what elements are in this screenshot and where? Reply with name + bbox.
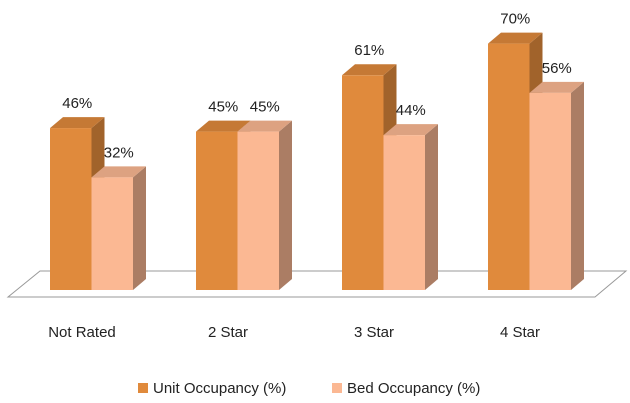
bar-side	[279, 120, 292, 290]
x-tick-label: 4 Star	[500, 324, 540, 341]
data-label: 61%	[354, 42, 384, 59]
floor	[6, 270, 628, 298]
bar-side	[425, 124, 438, 291]
x-tick-label: 2 Star	[208, 324, 248, 341]
bar-top	[196, 120, 251, 132]
bar-top	[91, 166, 146, 178]
x-tick-label: Not Rated	[48, 324, 116, 341]
bar	[50, 128, 92, 290]
data-label: 56%	[542, 60, 572, 77]
legend-swatch	[138, 383, 148, 393]
x-tick-label: 3 Star	[354, 324, 394, 341]
bar	[237, 131, 279, 290]
bar-side	[571, 81, 584, 290]
data-label: 70%	[500, 11, 530, 28]
bar-top	[50, 117, 105, 129]
bar	[342, 75, 384, 290]
bar-top	[342, 64, 397, 76]
data-label: 45%	[208, 99, 238, 116]
legend-label: Unit Occupancy (%)	[153, 380, 286, 397]
data-label: 44%	[396, 102, 426, 119]
bar	[383, 135, 425, 290]
bar	[488, 43, 530, 290]
legend-swatch	[332, 383, 342, 393]
legend-label: Bed Occupancy (%)	[347, 380, 480, 397]
bar-top	[529, 81, 584, 93]
bar-top	[488, 32, 543, 44]
bar	[196, 131, 238, 290]
bar-side	[133, 166, 146, 290]
bar-top	[237, 120, 292, 132]
data-label: 46%	[62, 95, 92, 112]
data-label: 45%	[250, 99, 280, 116]
bar	[91, 177, 133, 290]
data-label: 32%	[104, 144, 134, 161]
bar	[529, 92, 571, 290]
bar-top	[383, 124, 438, 136]
